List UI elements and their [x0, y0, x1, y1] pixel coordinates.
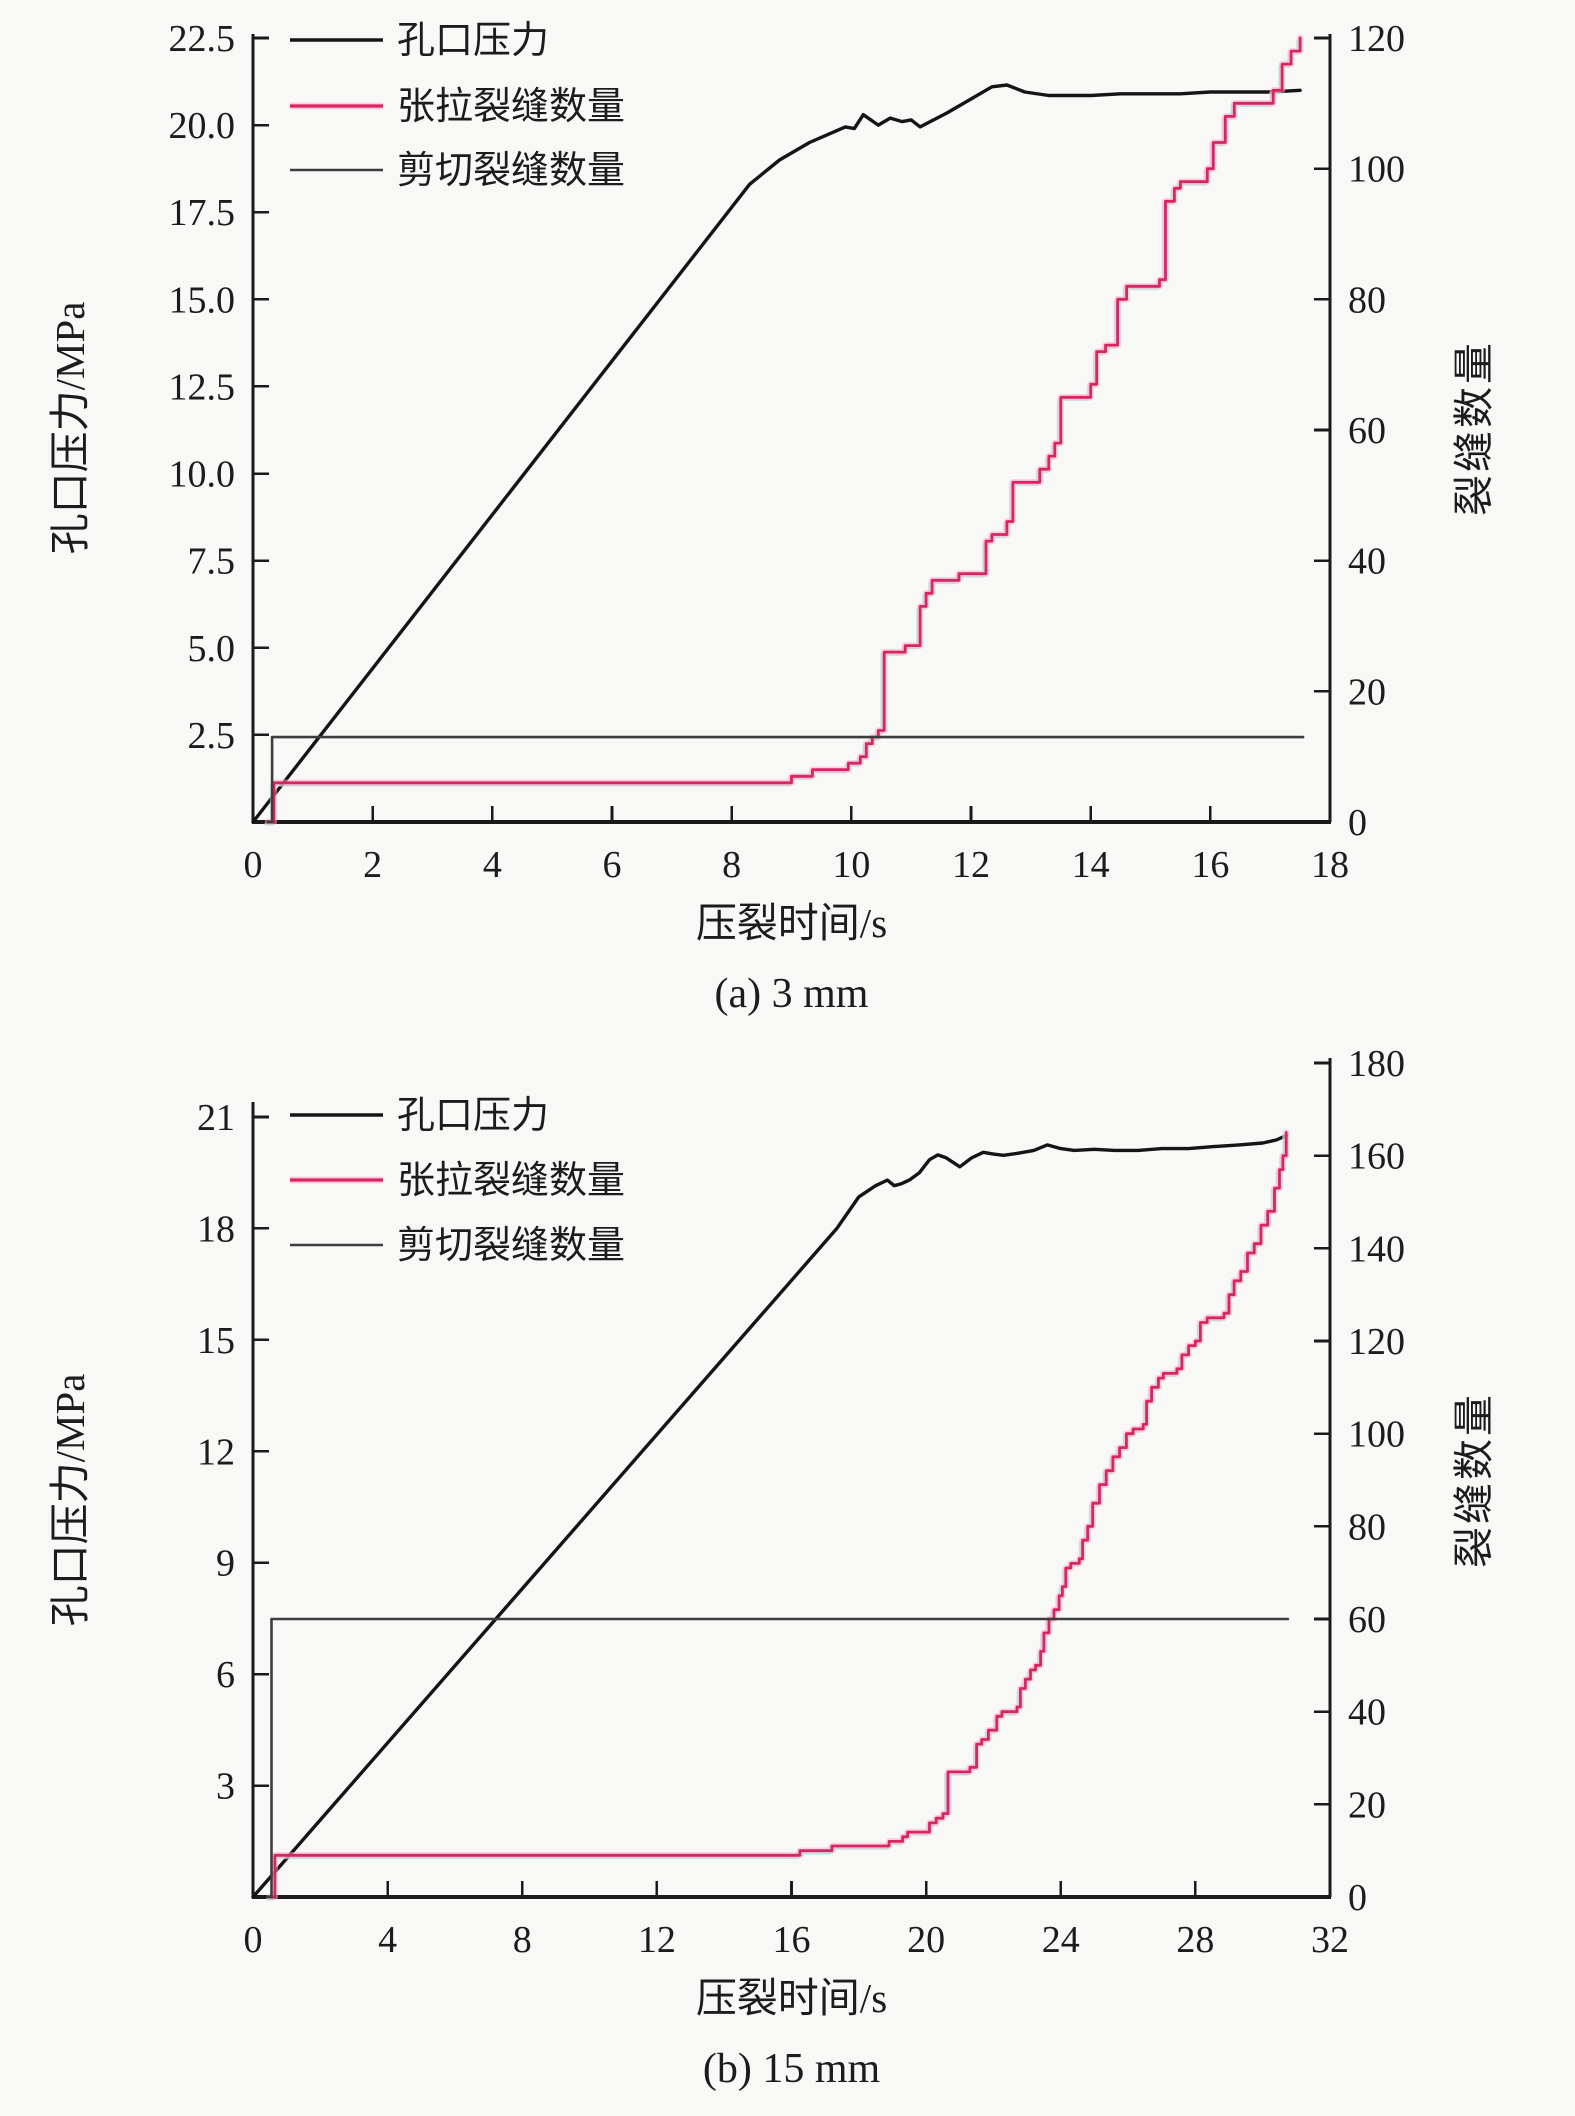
left-tick-label: 18	[197, 1208, 235, 1250]
x-tick-label: 16	[773, 1919, 811, 1961]
pressure-line	[251, 83, 1302, 824]
left-tick-label: 7.5	[188, 541, 236, 583]
right-tick-label: 80	[1348, 279, 1386, 321]
left-tick-label: 3	[216, 1766, 235, 1808]
right-tick-label: 100	[1348, 1414, 1405, 1456]
x-tick-label: 0	[244, 1919, 263, 1961]
right-tick-label: 0	[1348, 1877, 1367, 1919]
legend-label: 孔口压力	[397, 1095, 549, 1137]
left-tick-label: 10.0	[169, 454, 236, 496]
left-tick-label: 5.0	[188, 628, 236, 670]
chart-panel-a: 0 2 4 6 8 10 12 14 16 18 2.5 5.0 7.5 10.0 12.5 15.0 17.5…	[47, 18, 1497, 1017]
x-tick-label: 8	[513, 1919, 532, 1961]
legend-label: 张拉裂缝数量	[397, 86, 625, 128]
x-tick-label: 8	[722, 844, 741, 886]
left-tick-label: 20.0	[169, 105, 236, 147]
chart-panel-b: 0 4 8 12 16 20 24 28 323691215182102040608010012…	[47, 1043, 1497, 2092]
x-tick-label: 4	[483, 844, 502, 886]
legend-item: 剪切裂缝数量	[290, 1225, 625, 1267]
x-axis-title: 压裂时间/s	[696, 1975, 887, 2021]
left-tick-label: 12.5	[169, 366, 236, 408]
legend-label: 剪切裂缝数量	[397, 1225, 625, 1267]
right-tick-label: 120	[1348, 1321, 1405, 1363]
left-tick-label: 6	[216, 1654, 235, 1696]
right-tick-label: 60	[1348, 410, 1386, 452]
left-tick-label: 17.5	[169, 192, 236, 234]
legend-item: 孔口压力	[290, 1095, 549, 1137]
x-tick-label: 32	[1311, 1919, 1349, 1961]
tensile-crack-step-line	[268, 1131, 1288, 1899]
x-tick-label: 14	[1072, 844, 1110, 886]
right-tick-label: 60	[1348, 1599, 1386, 1641]
right-axis-title: 裂缝数量	[1451, 1392, 1497, 1568]
right-tick-label: 120	[1348, 18, 1405, 60]
right-axis-title: 裂缝数量	[1451, 340, 1497, 516]
right-tick-label: 20	[1348, 1784, 1386, 1826]
left-tick-label: 12	[197, 1431, 235, 1473]
panel-caption: (b) 15 mm	[703, 2046, 881, 2092]
left-tick-label: 15	[197, 1320, 235, 1362]
x-tick-label: 2	[363, 844, 382, 886]
right-tick-label: 40	[1348, 1692, 1386, 1734]
legend-item: 张拉裂缝数量	[290, 1160, 625, 1202]
right-tick-label: 20	[1348, 671, 1386, 713]
legend-label: 张拉裂缝数量	[397, 1160, 625, 1202]
right-tick-label: 80	[1348, 1506, 1386, 1548]
left-axis-title: 孔口压力/MPa	[47, 1374, 93, 1627]
left-tick-label: 22.5	[169, 18, 236, 60]
x-tick-label: 0	[244, 844, 263, 886]
left-tick-label: 2.5	[188, 715, 236, 757]
right-tick-label: 0	[1348, 802, 1367, 844]
pressure-line	[251, 1133, 1288, 1899]
x-tick-label: 20	[907, 1919, 945, 1961]
legend-label: 孔口压力	[397, 20, 549, 62]
x-tick-label: 12	[638, 1919, 676, 1961]
right-tick-label: 100	[1348, 149, 1405, 191]
x-tick-label: 4	[378, 1919, 397, 1961]
left-tick-label: 9	[216, 1543, 235, 1585]
legend-label: 剪切裂缝数量	[397, 150, 625, 192]
x-tick-label: 16	[1191, 844, 1229, 886]
shear-crack-step-line	[266, 1617, 1290, 1899]
right-tick-label: 140	[1348, 1228, 1405, 1270]
x-tick-label: 6	[603, 844, 622, 886]
left-tick-label: 21	[197, 1097, 235, 1139]
right-tick-label: 160	[1348, 1136, 1405, 1178]
legend-item: 张拉裂缝数量	[290, 86, 625, 128]
x-tick-label: 12	[952, 844, 990, 886]
x-tick-label: 10	[832, 844, 870, 886]
left-tick-label: 15.0	[169, 279, 236, 321]
left-axis-title: 孔口压力/MPa	[47, 302, 93, 555]
x-tick-label: 18	[1311, 844, 1349, 886]
x-tick-label: 28	[1176, 1919, 1214, 1961]
legend-item: 剪切裂缝数量	[290, 150, 625, 192]
right-tick-label: 180	[1348, 1043, 1405, 1085]
right-tick-label: 40	[1348, 541, 1386, 583]
legend-item: 孔口压力	[290, 20, 549, 62]
tensile-crack-step-line	[266, 36, 1302, 824]
panel-caption: (a) 3 mm	[715, 971, 869, 1017]
x-axis-title: 压裂时间/s	[696, 900, 887, 946]
x-tick-label: 24	[1042, 1919, 1080, 1961]
shear-crack-step-line	[266, 735, 1305, 824]
